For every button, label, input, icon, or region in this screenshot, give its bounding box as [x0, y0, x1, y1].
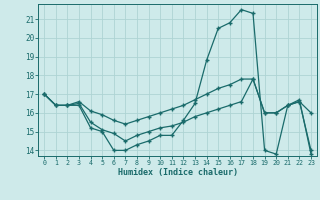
X-axis label: Humidex (Indice chaleur): Humidex (Indice chaleur): [118, 168, 238, 177]
